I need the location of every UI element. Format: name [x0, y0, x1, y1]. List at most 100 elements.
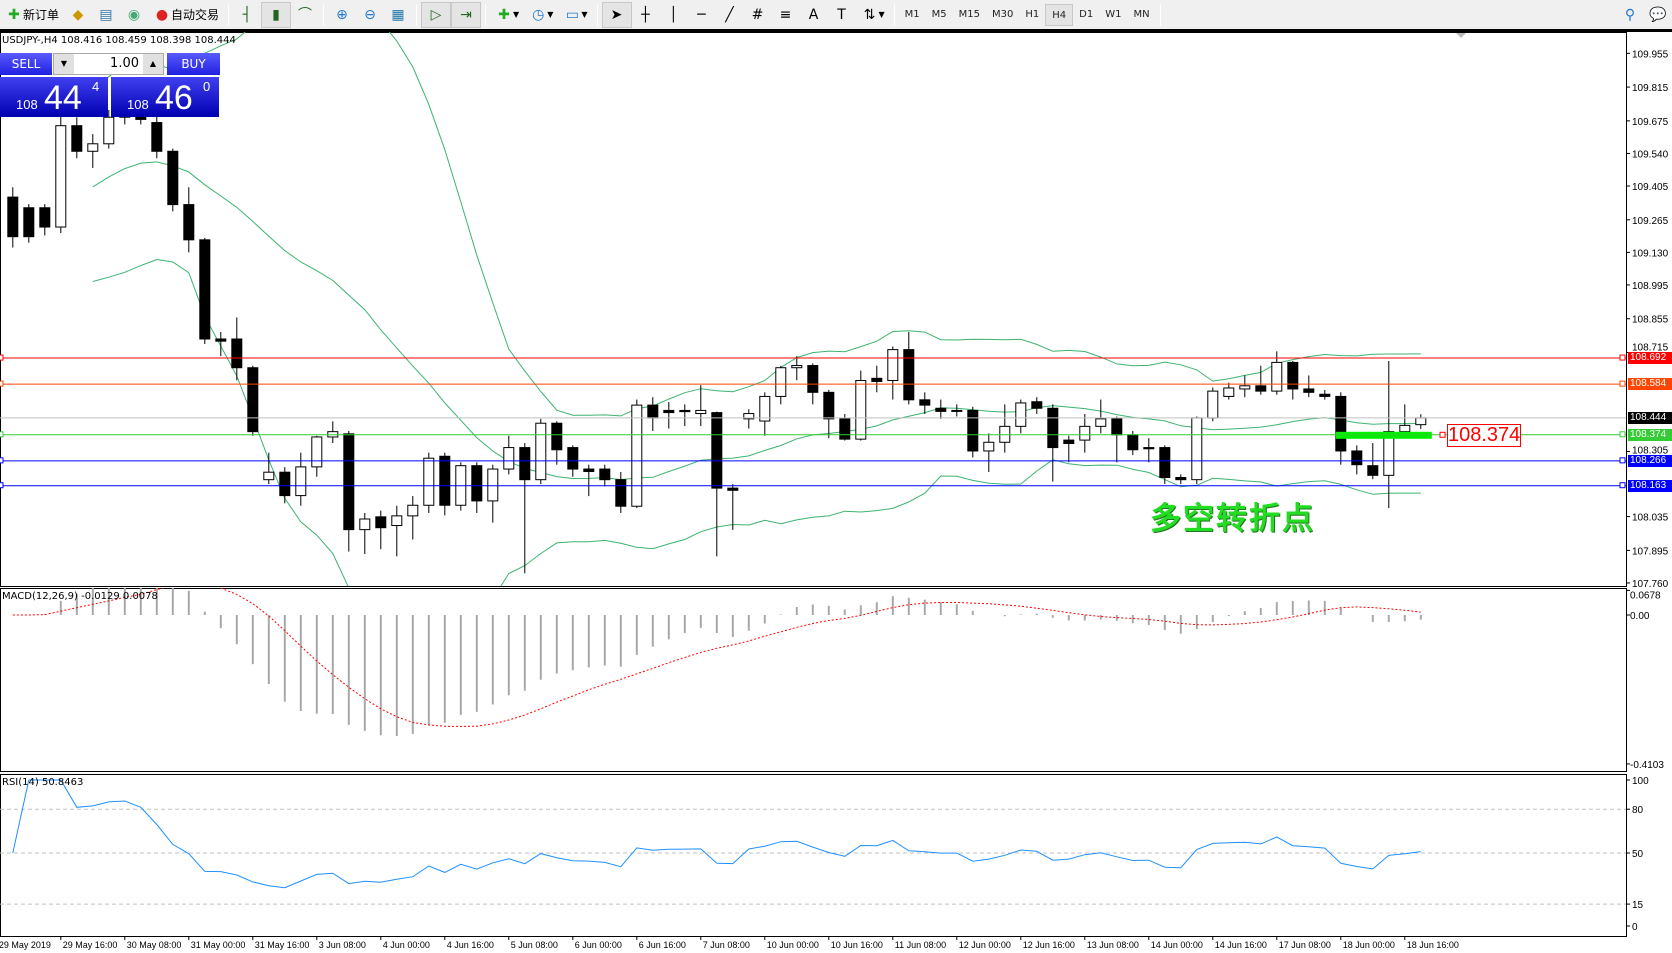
trendline-button[interactable]: ╱ [716, 2, 744, 28]
chart-shift-button[interactable]: ⇥ [451, 1, 482, 28]
chart-annotation-text[interactable]: 多空转折点 [1150, 501, 1315, 537]
candle [1335, 392, 1347, 465]
candle-body-bear [1367, 465, 1379, 476]
bar-chart-button[interactable]: ┤ [233, 2, 261, 28]
buy-price[interactable]: 108 46 0 [111, 77, 219, 117]
new-order-button[interactable]: ✚ 新订单 [0, 2, 64, 28]
price-tick-label: 109.955 [1632, 49, 1669, 60]
separator [228, 3, 230, 26]
candle [647, 397, 659, 431]
timeframe-d1[interactable]: D1 [1079, 8, 1094, 20]
timeframe-m30[interactable]: M30 [992, 8, 1014, 20]
candle-body-bull [295, 466, 307, 497]
new-order-icon: ✚ [8, 6, 20, 23]
decrease-lot-icon[interactable]: ▼ [54, 54, 74, 74]
indicators-button[interactable]: ✚ ▼ [490, 2, 524, 28]
lot-size-stepper[interactable]: ▼ 1.00 ▲ [53, 53, 164, 75]
candlestick-button[interactable]: ▮ [261, 1, 292, 28]
candle [743, 409, 755, 429]
autoscroll-icon: ▷ [430, 6, 442, 23]
horizontal-line-button[interactable]: ─ [688, 2, 716, 28]
time-tick-label: 10 Jun 16:00 [831, 940, 883, 950]
highlight-price-label[interactable]: 108.374 [1447, 424, 1521, 447]
chat-button[interactable]: 💬 [1644, 2, 1672, 28]
timeframe-w1[interactable]: W1 [1105, 8, 1122, 20]
candle [759, 392, 771, 436]
candle-body-bull [103, 116, 115, 145]
candle [951, 404, 963, 417]
candle-body-bear [199, 239, 211, 340]
zoom-in-button[interactable]: ⊕ [328, 2, 356, 28]
candle-body-bull [759, 395, 771, 422]
price-tick-label: 109.130 [1632, 248, 1669, 259]
periods-button[interactable]: ◷ ▼ [524, 2, 558, 28]
arrows-button[interactable]: ⇅ ▼ [856, 2, 890, 28]
sell-button[interactable]: SELL [0, 53, 52, 75]
price-tick-label: 109.265 [1632, 216, 1669, 227]
chart-shift-icon: ⇥ [460, 6, 472, 23]
dropdown-icon: ▼ [513, 10, 520, 19]
candle [1015, 399, 1027, 434]
candle-body-bear [1063, 439, 1075, 444]
clock-icon: ◷ [532, 6, 545, 23]
lot-size-input[interactable]: 1.00 [74, 54, 143, 74]
candle-body-bear [679, 409, 691, 413]
tile-windows-button[interactable]: ▦ [384, 2, 412, 28]
timeframe-mn[interactable]: MN [1133, 8, 1150, 20]
candle [1351, 445, 1363, 475]
time-tick-label: 4 Jun 00:00 [383, 940, 430, 950]
text-label-button[interactable]: T [828, 2, 856, 28]
vertical-line-button[interactable]: │ [660, 2, 688, 28]
dropdown-icon: ▼ [581, 10, 588, 19]
increase-lot-icon[interactable]: ▲ [143, 54, 163, 74]
candle [103, 110, 115, 149]
timeframe-m1[interactable]: M1 [904, 8, 920, 20]
timeframe-m5[interactable]: M5 [931, 8, 947, 20]
channel-button[interactable]: # [744, 2, 772, 28]
timeframe-h4[interactable]: H4 [1045, 3, 1074, 26]
candle-body-bull [55, 125, 67, 228]
rsi-tick-label: 50 [1632, 849, 1644, 860]
fibonacci-button[interactable]: ≡ [772, 2, 800, 28]
candle [1095, 399, 1107, 434]
candle-body-bear [711, 412, 723, 489]
candle-body-bull [1095, 418, 1107, 427]
macd-tick-label: 0.00 [1630, 611, 1650, 622]
candle [823, 389, 835, 439]
candle-body-bear [247, 367, 259, 433]
timeframe-h1[interactable]: H1 [1025, 8, 1040, 20]
candle [1047, 404, 1059, 482]
text-button[interactable]: A [800, 2, 828, 28]
cursor-button[interactable]: ➤ [601, 1, 632, 28]
rsi-tick-label: 0 [1632, 922, 1638, 933]
autoscroll-button[interactable]: ▷ [421, 1, 452, 28]
price-tick-label: 109.815 [1632, 83, 1669, 94]
auto-trading-button[interactable]: ● 自动交易 [148, 2, 224, 28]
buy-button[interactable]: BUY [167, 53, 220, 75]
arrows-icon: ⇅ [863, 6, 876, 23]
line-chart-icon: ⌒ [298, 6, 313, 23]
timeframe-m15[interactable]: M15 [958, 8, 981, 20]
signals-button[interactable]: ◉ [120, 2, 148, 28]
meta-editor-button[interactable]: ◆ [64, 2, 92, 28]
zoom-out-button[interactable]: ⊖ [356, 2, 384, 28]
crosshair-button[interactable]: ┼ [632, 2, 660, 28]
candle [1319, 389, 1331, 400]
horizontal-line-icon: ─ [697, 6, 706, 23]
price-line-label: 108.266 [1628, 454, 1672, 467]
candle [1303, 375, 1315, 398]
price-tick-label: 109.675 [1632, 117, 1669, 128]
book-icon: ◆ [72, 6, 84, 23]
candle-body-bear [807, 365, 819, 393]
candle [1255, 365, 1267, 395]
candle-body-bull [407, 504, 419, 517]
search-button[interactable]: ⚲ [1616, 2, 1644, 28]
templates-button[interactable]: ▭ ▼ [558, 2, 592, 28]
sell-price[interactable]: 108 44 4 [0, 77, 108, 117]
candle [615, 471, 627, 513]
candle [663, 401, 675, 429]
terminal-button[interactable]: ▤ [92, 2, 120, 28]
line-chart-button[interactable]: ⌒ [291, 2, 319, 28]
candle-body-bear [871, 377, 883, 382]
